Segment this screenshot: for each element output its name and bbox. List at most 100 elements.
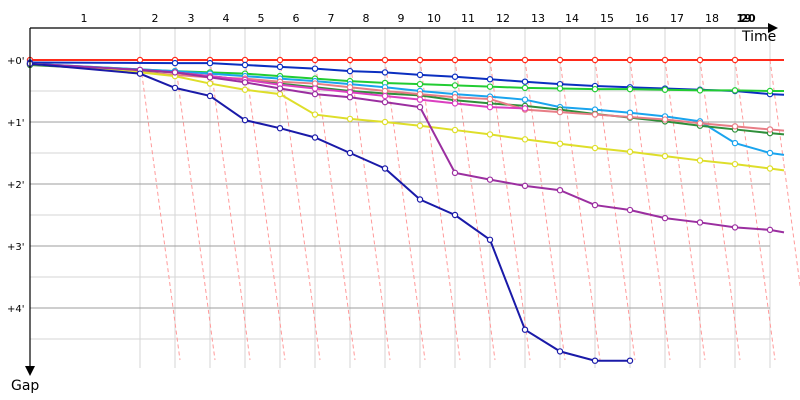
series-9-point — [556, 348, 564, 355]
series-7-point — [416, 122, 424, 129]
series-2-point — [591, 85, 599, 93]
series-0-point — [381, 56, 389, 64]
series-0-point — [626, 56, 634, 64]
series-2-point — [696, 87, 704, 94]
lapping-line — [419, 59, 461, 361]
series-9-point — [311, 134, 319, 141]
series-7-point — [381, 118, 389, 126]
series-0-point — [416, 56, 424, 64]
y-axis-title: Gap — [11, 378, 39, 394]
lapping-line — [454, 59, 496, 361]
series-9-point — [346, 149, 354, 157]
lapping-line — [699, 59, 741, 361]
series-9-point — [626, 357, 634, 364]
series-9-point — [241, 116, 249, 124]
series-8-point — [486, 176, 494, 183]
y-tick-label: +3' — [7, 242, 25, 253]
x-tick-label: 8 — [363, 12, 370, 25]
series-line-2 — [29, 62, 784, 92]
series-8-point — [381, 98, 389, 106]
series-8-point — [591, 201, 599, 209]
lapping-line — [629, 59, 671, 361]
series-0-point — [556, 56, 564, 64]
x-tick-label: 10 — [427, 12, 441, 25]
series-0-point — [521, 56, 529, 64]
series-2-point — [731, 87, 739, 94]
series-5-point — [626, 113, 634, 121]
x-tick-label: 18 — [705, 12, 719, 25]
x-tick-label: 17 — [670, 12, 684, 25]
lapping-line — [314, 59, 356, 361]
series-1-point — [486, 76, 494, 83]
series-6-point — [451, 100, 459, 107]
series-2-point — [661, 86, 669, 93]
series-0-point — [451, 56, 459, 64]
series-7-point — [276, 90, 284, 98]
series-9-point — [591, 357, 599, 364]
series-9-point — [451, 211, 459, 219]
series-8-point — [696, 219, 704, 226]
series-8-point — [521, 182, 529, 190]
series-9-point — [521, 326, 529, 333]
series-6-point — [381, 92, 389, 100]
series-1-point — [206, 59, 214, 67]
series-5-point — [766, 126, 774, 133]
series-0-point — [696, 56, 704, 64]
y-tick-labels: +0' +1' +2' +3' +4' — [7, 56, 25, 315]
series-8-point — [206, 74, 214, 81]
series-7-point — [241, 86, 249, 93]
lapping-line — [559, 59, 601, 361]
series-9-point — [136, 70, 144, 77]
x-tick-label: 13 — [531, 12, 545, 25]
series-group — [26, 56, 785, 364]
series-6-point — [521, 105, 529, 112]
series-1-point — [416, 71, 424, 79]
series-9-point — [381, 165, 389, 172]
series-9-point — [171, 84, 179, 92]
series-7-point — [521, 136, 529, 143]
series-1-point — [381, 69, 389, 76]
series-0-point — [346, 56, 354, 64]
series-1-point — [311, 65, 319, 72]
lapping-line — [139, 59, 181, 361]
series-8-point — [241, 79, 249, 86]
series-8-point — [661, 214, 669, 222]
series-7-point — [661, 152, 669, 160]
x-tick-label: 19 — [736, 12, 751, 25]
series-5-point — [556, 108, 564, 116]
series-6-point — [486, 103, 494, 111]
lapping-line — [384, 59, 426, 361]
series-9-point — [486, 236, 494, 243]
y-tick-label: +1' — [7, 118, 25, 129]
series-6-point — [311, 85, 319, 92]
series-2-point — [556, 85, 564, 92]
series-8-point — [346, 93, 354, 101]
series-2-point — [766, 87, 774, 95]
x-tick-label: 9 — [398, 12, 405, 25]
x-tick-label: 3 — [188, 12, 195, 25]
x-tick-label: 12 — [496, 12, 510, 25]
lapping-line — [734, 59, 776, 361]
series-2-point — [521, 84, 529, 92]
lapping-line — [769, 59, 800, 289]
series-5-point — [416, 90, 424, 98]
series-8-point — [731, 224, 739, 231]
series-0-point — [591, 56, 599, 64]
series-1-point — [346, 67, 354, 75]
series-7-point — [206, 80, 214, 87]
series-3-point — [731, 139, 739, 147]
series-3-point — [521, 96, 529, 103]
series-1-point — [451, 73, 459, 80]
x-tick-label: 6 — [293, 12, 300, 25]
series-0-point — [486, 56, 494, 64]
series-8-point — [556, 186, 564, 194]
series-8-point — [451, 169, 459, 177]
series-5-point — [696, 120, 704, 127]
series-9-point — [276, 124, 284, 132]
series-0-point — [276, 56, 284, 64]
x-tick-label: 14 — [565, 12, 579, 25]
series-7-point — [731, 160, 739, 168]
series-9-point — [206, 92, 214, 100]
series-line-9 — [29, 62, 630, 362]
